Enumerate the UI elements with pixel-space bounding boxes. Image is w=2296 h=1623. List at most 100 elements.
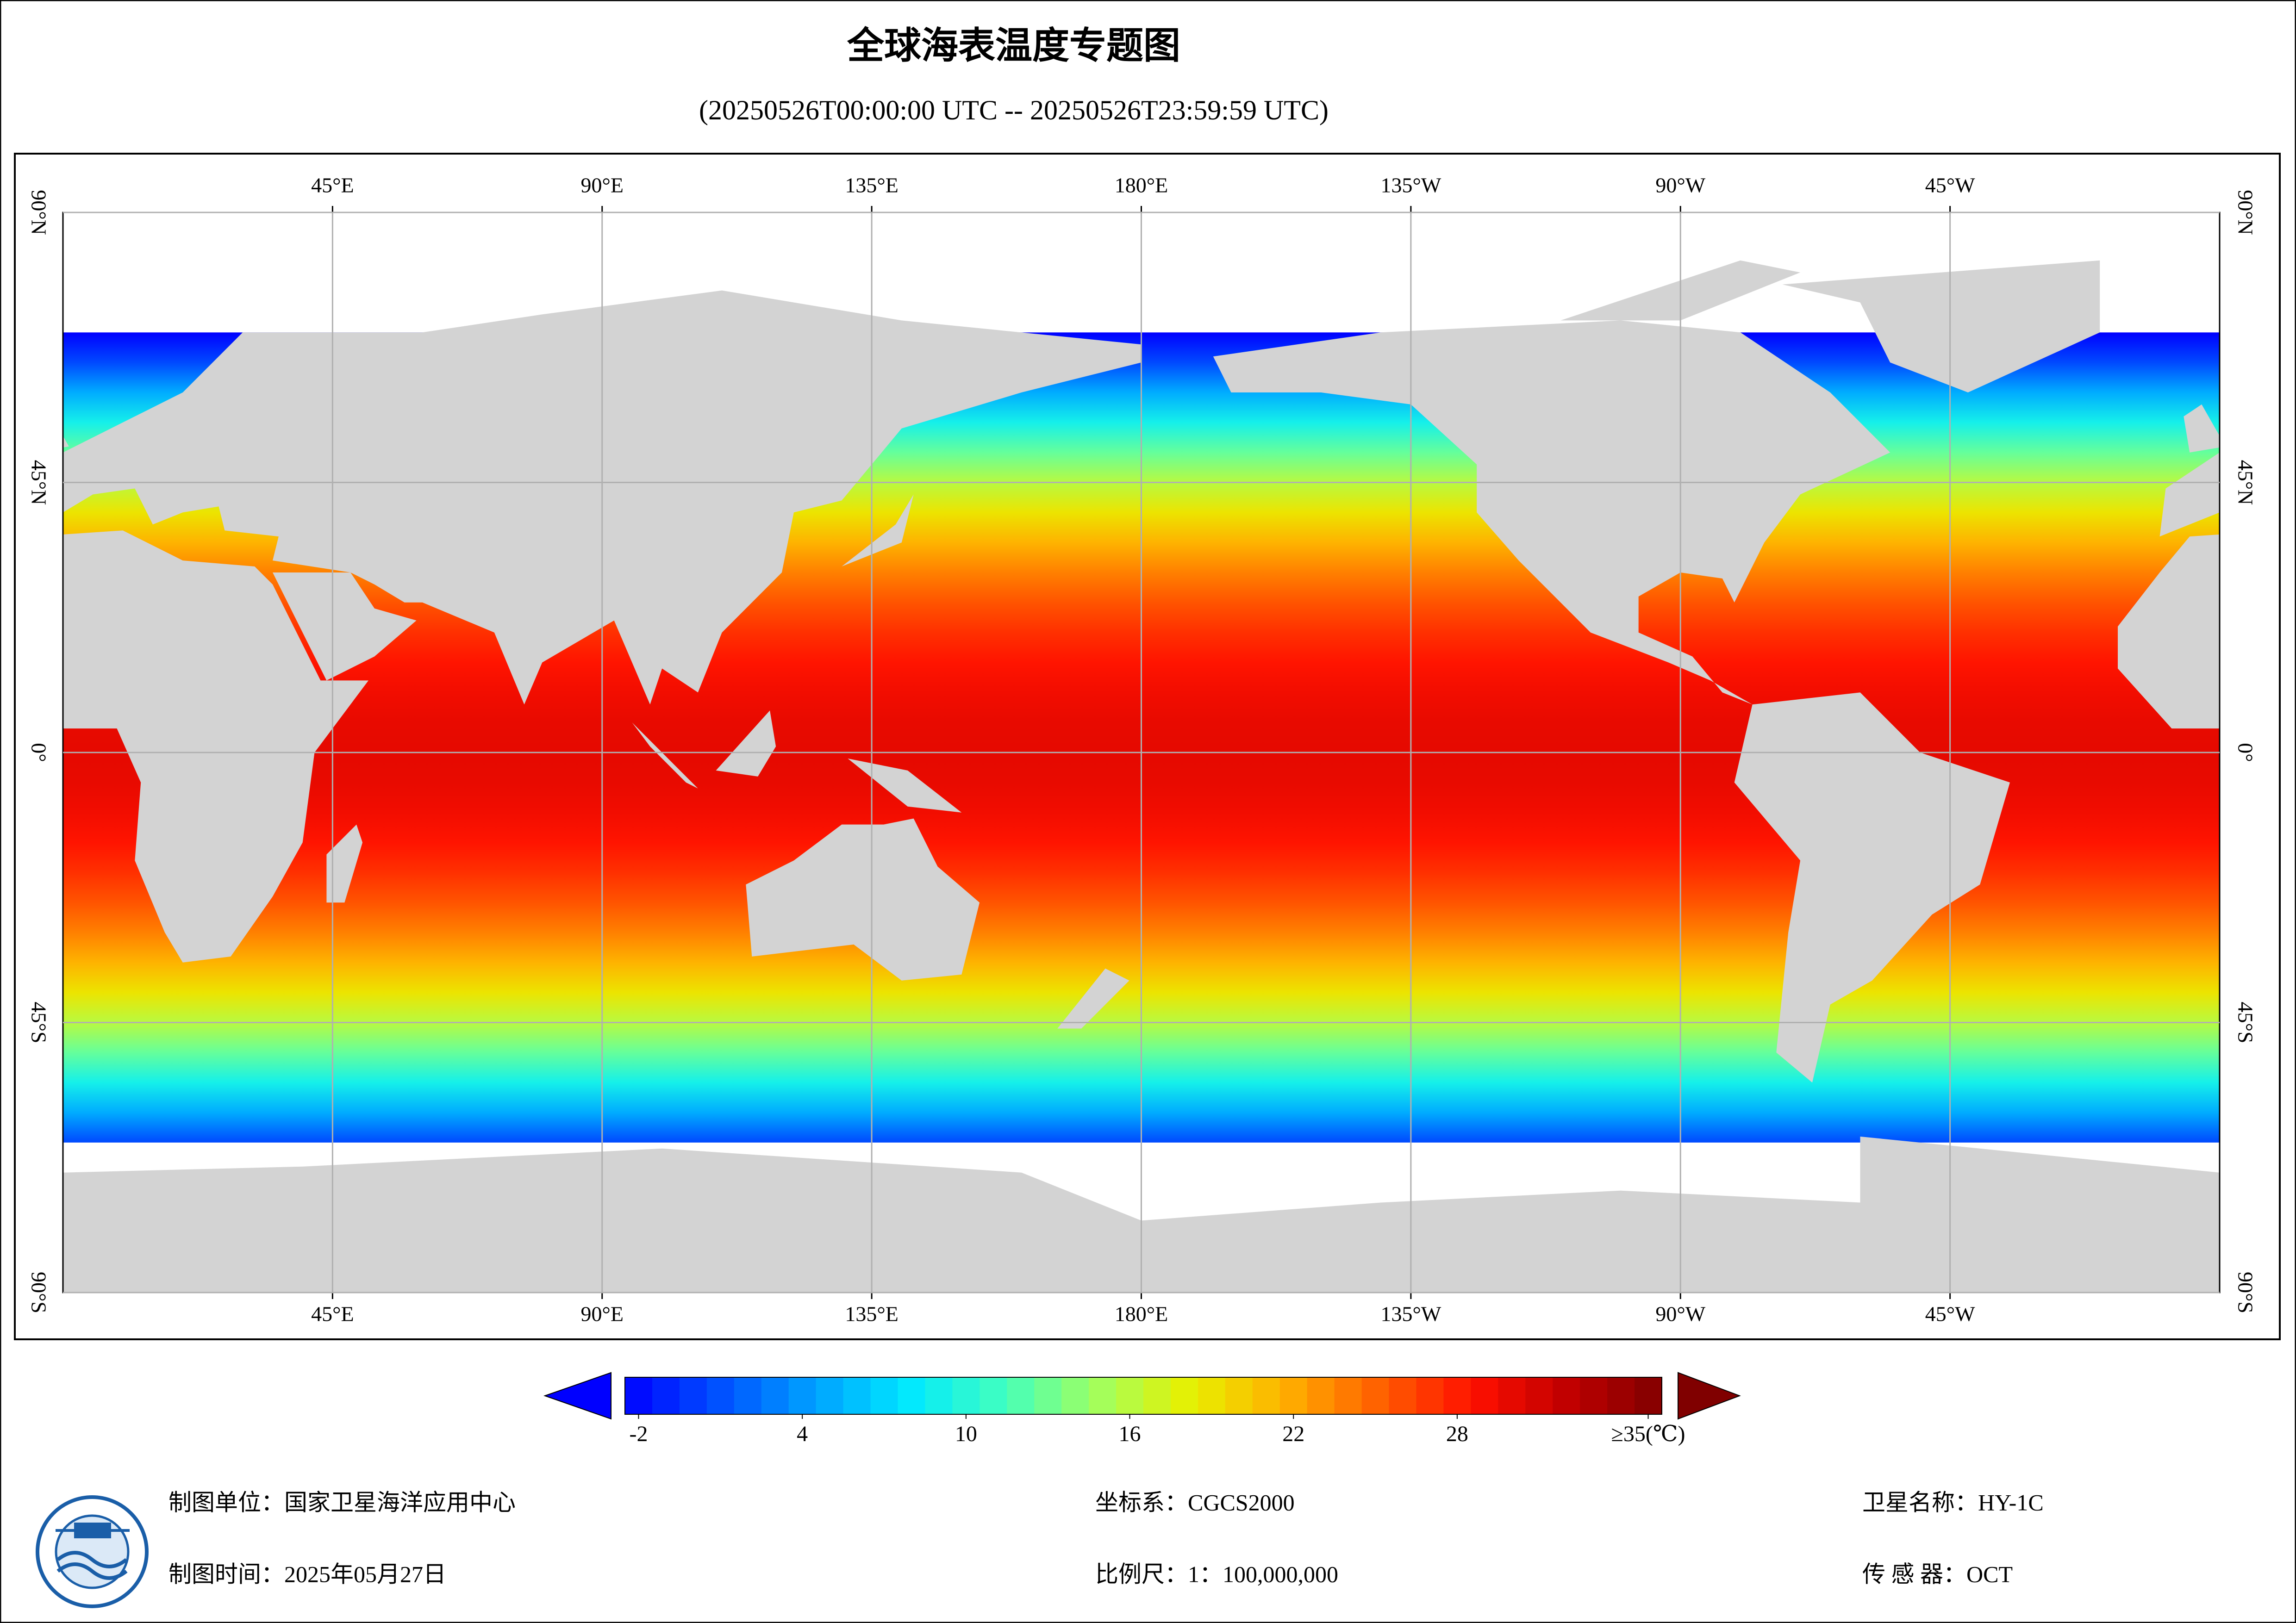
lon-label-top: 90°E <box>581 174 624 197</box>
colorbar-step <box>706 1377 735 1414</box>
colorbar-step <box>761 1377 789 1414</box>
land <box>63 436 69 448</box>
colorbar-label: 28 <box>1446 1422 1468 1446</box>
colorbar-step <box>1553 1377 1580 1414</box>
lat-label-right: 45°S <box>2234 1002 2257 1044</box>
lon-label-bottom: 45°W <box>1925 1302 1975 1326</box>
lat-label-left: 90°N <box>27 190 50 235</box>
footer-date: 制图时间：2025年05月27日 <box>168 1561 446 1587</box>
colorbar-border <box>624 1377 1662 1415</box>
map-frame <box>14 153 2281 1340</box>
colorbar-step <box>1635 1377 1662 1414</box>
colorbar-step <box>1170 1377 1198 1414</box>
lon-label-bottom: 90°W <box>1655 1302 1705 1326</box>
colorbar-step <box>1007 1377 1035 1414</box>
colorbar-step <box>652 1377 680 1414</box>
land <box>1213 320 1890 705</box>
colorbar-step <box>1416 1377 1444 1414</box>
lon-label-bottom: 135°W <box>1380 1302 1441 1326</box>
lat-label-right: 0° <box>2234 743 2257 762</box>
colorbar-step <box>843 1377 871 1414</box>
land <box>1057 968 1129 1029</box>
lon-label-bottom: 135°E <box>845 1302 898 1326</box>
land <box>63 530 368 963</box>
lon-label-top: 180°E <box>1115 174 1168 197</box>
lat-label-right: 90°N <box>2234 190 2257 235</box>
colorbar-step <box>788 1377 817 1414</box>
colorbar-label: 4 <box>797 1422 808 1446</box>
footer-satellite: 卫星名称：HY-1C <box>1862 1489 2044 1515</box>
colorbar-step <box>1443 1377 1471 1414</box>
land <box>2159 452 2220 537</box>
subtitle: (20250526T00:00:00 UTC -- 20250526T23:59… <box>699 95 1329 125</box>
colorbar-step <box>734 1377 762 1414</box>
land <box>1734 692 2010 1083</box>
lon-label-top: 45°W <box>1925 174 1975 197</box>
colorbar-step <box>1498 1377 1526 1414</box>
colorbar-label: 22 <box>1282 1422 1304 1446</box>
colorbar-label: 10 <box>955 1422 977 1446</box>
colorbar-step <box>1361 1377 1390 1414</box>
colorbar-step <box>1389 1377 1416 1414</box>
lat-label-left: 45°S <box>27 1002 50 1044</box>
colorbar-step <box>1307 1377 1335 1414</box>
lat-label-left: 90°S <box>27 1272 50 1313</box>
land <box>848 759 962 813</box>
colorbar-step <box>1279 1377 1308 1414</box>
colorbar-step <box>1143 1377 1171 1414</box>
land <box>1782 260 2100 392</box>
land <box>273 572 417 681</box>
colorbar-step <box>925 1377 953 1414</box>
footer-unit: 制图单位：国家卫星海洋应用中心 <box>168 1489 516 1515</box>
logo <box>36 1495 149 1608</box>
lat-label-right: 90°S <box>2234 1272 2257 1313</box>
lon-label-top: 90°W <box>1655 174 1705 197</box>
lat-label-right: 45°N <box>2234 460 2257 505</box>
colorbar-over <box>1678 1372 1741 1420</box>
colorbar-step <box>1225 1377 1253 1414</box>
colorbar-step <box>898 1377 925 1414</box>
land <box>632 722 698 789</box>
colorbar-label: ≥35(℃) <box>1611 1422 1685 1446</box>
land <box>842 494 914 566</box>
colorbar-step <box>870 1377 898 1414</box>
land <box>2118 534 2220 729</box>
colorbar-step <box>816 1377 844 1414</box>
footer-crs: 坐标系：CGCS2000 <box>1095 1489 1295 1515</box>
lon-label-bottom: 180°E <box>1115 1302 1168 1326</box>
colorbar-under <box>543 1372 611 1420</box>
lat-label-left: 0° <box>27 743 50 762</box>
colorbar-step <box>952 1377 980 1414</box>
colorbar-step <box>980 1377 1007 1414</box>
land <box>716 710 776 777</box>
lon-label-top: 45°E <box>311 174 354 197</box>
lon-label-top: 135°W <box>1380 174 1441 197</box>
colorbar-step <box>1116 1377 1144 1414</box>
colorbar-step <box>1061 1377 1089 1414</box>
lon-label-top: 135°E <box>845 174 898 197</box>
lat-label-left: 45°N <box>27 460 50 505</box>
footer-sensor: 传 感 器：OCT <box>1862 1561 2013 1587</box>
lon-label-bottom: 45°E <box>311 1302 354 1326</box>
colorbar-step <box>1580 1377 1608 1414</box>
land <box>2184 404 2220 453</box>
title: 全球海表温度专题图 <box>847 24 1180 67</box>
lon-label-bottom: 90°E <box>581 1302 624 1326</box>
colorbar-label: 16 <box>1119 1422 1141 1446</box>
colorbar-step <box>1252 1377 1280 1414</box>
colorbar-step <box>1607 1377 1635 1414</box>
colorbar-step <box>1525 1377 1553 1414</box>
footer-scale: 比例尺：1：100,000,000 <box>1095 1561 1338 1587</box>
colorbar-step <box>1089 1377 1117 1414</box>
colorbar-label: -2 <box>629 1422 648 1446</box>
colorbar-step <box>1198 1377 1226 1414</box>
land <box>326 824 363 903</box>
colorbar-step <box>1334 1377 1362 1414</box>
land <box>746 818 980 981</box>
colorbar-step <box>1471 1377 1498 1414</box>
colorbar-step <box>625 1377 653 1414</box>
footer: 制图单位：国家卫星海洋应用中心 制图时间：2025年05月27日 坐标系：CGC… <box>168 1489 2044 1587</box>
colorbar-step <box>1034 1377 1062 1414</box>
colorbar-step <box>679 1377 707 1414</box>
